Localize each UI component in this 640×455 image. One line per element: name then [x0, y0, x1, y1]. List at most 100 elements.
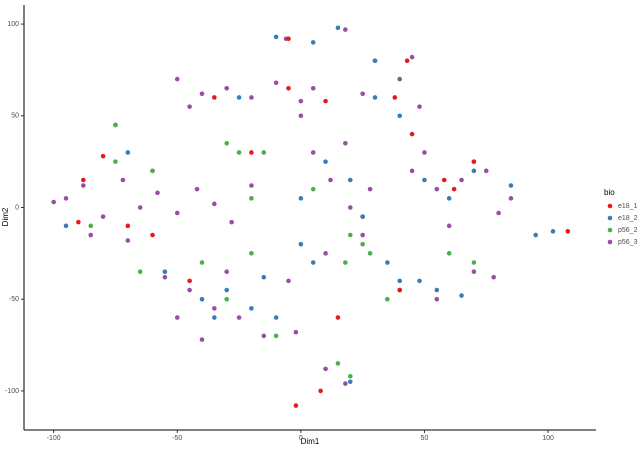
- point: [63, 223, 69, 229]
- point: [236, 150, 242, 155]
- point: [249, 95, 254, 100]
- point: [187, 278, 192, 284]
- point: [343, 27, 348, 32]
- y-tick-label: 50: [11, 113, 19, 120]
- point: [483, 168, 489, 174]
- point: [508, 196, 514, 201]
- x-tick-label: 100: [542, 435, 554, 442]
- point: [155, 190, 160, 196]
- point: [533, 232, 538, 238]
- point: [273, 80, 279, 86]
- point: [187, 287, 192, 293]
- point: [125, 238, 131, 243]
- point: [88, 232, 94, 238]
- point: [434, 296, 440, 302]
- point: [397, 278, 403, 284]
- point: [249, 306, 254, 311]
- point: [293, 403, 299, 408]
- point: [347, 232, 353, 238]
- point: [162, 274, 168, 280]
- point: [137, 269, 143, 275]
- point: [323, 366, 328, 372]
- point: [459, 293, 464, 298]
- point: [335, 361, 341, 366]
- point: [249, 251, 254, 256]
- point: [310, 150, 316, 155]
- point: [417, 278, 422, 284]
- point: [63, 196, 69, 201]
- point: [150, 232, 155, 238]
- point: [417, 104, 422, 109]
- point: [310, 186, 316, 192]
- point: [174, 315, 180, 320]
- point: [212, 95, 217, 100]
- point: [565, 229, 571, 234]
- point: [298, 98, 304, 104]
- point: [372, 95, 378, 100]
- point: [261, 333, 267, 339]
- point: [343, 260, 348, 265]
- point: [286, 278, 291, 284]
- point: [125, 223, 131, 229]
- point: [471, 168, 477, 174]
- point: [496, 210, 501, 216]
- x-tick-label: 0: [299, 435, 303, 442]
- point: [360, 91, 365, 97]
- point: [137, 205, 143, 210]
- point: [273, 333, 279, 339]
- point: [310, 40, 316, 45]
- x-tick-label: -50: [172, 435, 182, 442]
- point: [194, 186, 200, 192]
- point: [422, 177, 427, 183]
- point: [113, 159, 118, 164]
- point: [385, 296, 390, 302]
- point: [409, 131, 415, 137]
- point: [293, 329, 299, 335]
- point: [471, 260, 477, 265]
- point: [347, 379, 353, 385]
- point: [491, 274, 496, 280]
- point: [249, 183, 254, 188]
- point: [310, 260, 316, 265]
- point: [360, 232, 365, 238]
- point: [397, 113, 403, 119]
- point: [372, 58, 378, 64]
- point: [249, 196, 254, 201]
- point: [323, 98, 328, 104]
- point: [120, 177, 126, 183]
- point: [343, 381, 348, 386]
- point: [249, 150, 254, 155]
- point: [224, 269, 229, 275]
- x-axis-title: Dim1: [301, 437, 320, 446]
- point: [261, 150, 267, 155]
- point: [323, 159, 328, 164]
- point: [347, 177, 353, 183]
- legend-marker: [607, 239, 613, 245]
- point: [162, 269, 168, 275]
- point: [347, 205, 353, 210]
- point: [434, 186, 440, 192]
- point: [100, 153, 106, 159]
- point: [446, 196, 452, 201]
- point: [451, 186, 457, 192]
- point: [310, 85, 316, 91]
- point: [150, 168, 155, 174]
- point: [367, 186, 373, 192]
- point: [199, 260, 205, 265]
- y-tick-label: -100: [5, 388, 19, 395]
- point: [212, 306, 217, 311]
- point: [236, 95, 242, 100]
- point: [298, 241, 304, 247]
- point: [335, 315, 341, 320]
- point: [174, 210, 180, 216]
- point: [550, 229, 556, 234]
- point: [409, 54, 415, 60]
- point: [385, 260, 390, 265]
- point: [229, 219, 234, 225]
- legend-label: p56_3: [618, 239, 638, 246]
- point: [471, 159, 477, 164]
- point: [174, 76, 180, 82]
- point: [113, 122, 118, 128]
- point: [397, 287, 403, 293]
